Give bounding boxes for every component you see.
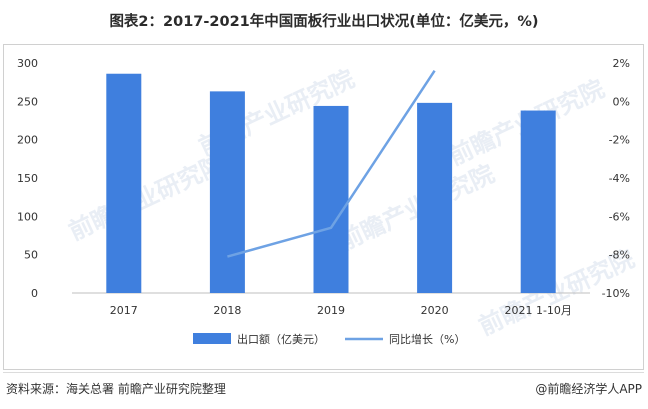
bar (417, 102, 453, 293)
bars-layer (106, 73, 556, 294)
y-left-tick-label: 150 (17, 172, 38, 185)
y-right-tick-label: -2% (609, 134, 630, 147)
x-tick-label: 2017 (110, 304, 138, 317)
y-left-tick-label: 200 (17, 134, 38, 147)
watermark-text: 前瞻产业研究院 (335, 160, 499, 256)
y-right-tick-label: 2% (613, 57, 630, 70)
legend-bar-swatch (193, 333, 231, 344)
y-left-tick-label: 50 (24, 249, 38, 262)
y-right-tick-label: 0% (613, 95, 630, 108)
y-right-tick-label: -4% (609, 172, 630, 185)
x-tick-label: 2020 (421, 304, 449, 317)
legend: 出口额（亿美元） 同比增长（%） (193, 332, 465, 346)
bar (209, 91, 245, 293)
watermark-text: 前瞻产业研究院 (65, 150, 229, 246)
y-left-tick-label: 300 (17, 57, 38, 70)
source-note: 资料来源：海关总署 前瞻产业研究院整理 (6, 382, 226, 396)
bar (520, 110, 556, 294)
x-tick-label: 2018 (213, 304, 241, 317)
footer-divider (3, 372, 644, 373)
x-tick-label: 2021 1-10月 (504, 304, 571, 317)
chart-title: 图表2：2017-2021年中国面板行业出口状况(单位：亿美元，%) (109, 14, 539, 30)
brand-label: @前瞻经济学人APP (535, 382, 642, 396)
y-right-tick-label: -6% (609, 210, 630, 223)
axes-layer: 0 50 100 150 200 250 300 -10% -8% -6% -4% -2% 0% 2% 20… (17, 57, 630, 317)
x-tick-label: 2019 (317, 304, 345, 317)
y-left-tick-label: 0 (31, 287, 38, 300)
y-right-tick-label: -8% (609, 249, 630, 262)
chart-frame (3, 44, 644, 370)
y-right-tick-label: -10% (602, 287, 630, 300)
y-left-tick-label: 250 (17, 95, 38, 108)
legend-line-label: 同比增长（%） (389, 332, 465, 346)
legend-bar-label: 出口额（亿美元） (237, 332, 325, 346)
line-layer (227, 69, 436, 258)
y-left-tick-label: 100 (17, 210, 38, 223)
bar (106, 73, 142, 293)
bar (313, 105, 349, 293)
